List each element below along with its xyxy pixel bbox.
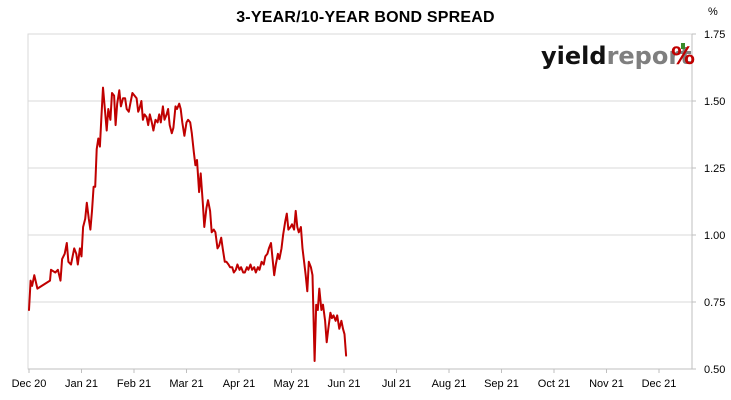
x-tick-label: May 21 bbox=[273, 378, 309, 390]
series-line bbox=[28, 86, 348, 362]
y-tick-label: 0.75 bbox=[704, 297, 725, 309]
x-tick-label: Dec 20 bbox=[12, 378, 47, 390]
y-tick-label: 1.25 bbox=[704, 163, 725, 175]
x-tick-label: Dec 21 bbox=[642, 378, 677, 390]
x-tick-label: Sep 21 bbox=[484, 378, 519, 390]
x-tick-label: Jun 21 bbox=[327, 378, 360, 390]
series-layer bbox=[28, 86, 348, 362]
y-tick-label: 1.75 bbox=[704, 29, 725, 41]
x-tick-label: Jan 21 bbox=[65, 378, 98, 390]
y-unit-label: % bbox=[708, 6, 718, 18]
y-axis: 0.50 0.75 1.00 1.25 1.50 1.75 bbox=[691, 29, 725, 376]
x-tick-label: Jul 21 bbox=[382, 378, 411, 390]
y-tick-label: 1.00 bbox=[704, 230, 725, 242]
x-tick-label: Mar 21 bbox=[169, 378, 203, 390]
x-tick-label: Oct 21 bbox=[538, 378, 570, 390]
x-tick-label: Aug 21 bbox=[432, 378, 467, 390]
x-tick-label: Feb 21 bbox=[117, 378, 151, 390]
gridlines bbox=[28, 33, 692, 303]
yieldreport-logo: yieldreport % bbox=[541, 42, 695, 70]
y-tick-label: 1.50 bbox=[704, 96, 725, 108]
x-axis: Dec 20 Jan 21 Feb 21 Mar 21 Apr 21 May 21 Jun … bbox=[12, 368, 692, 390]
x-tick-label: Apr 21 bbox=[223, 378, 255, 390]
y-tick-label: 0.50 bbox=[704, 364, 725, 376]
x-tick-label: Nov 21 bbox=[589, 378, 624, 390]
percent-logo-icon: % bbox=[671, 42, 695, 70]
plot-area-border bbox=[27, 33, 693, 370]
logo-text: yieldreport bbox=[541, 42, 692, 70]
chart-title: 3-YEAR/10-YEAR BOND SPREAD bbox=[236, 9, 495, 26]
